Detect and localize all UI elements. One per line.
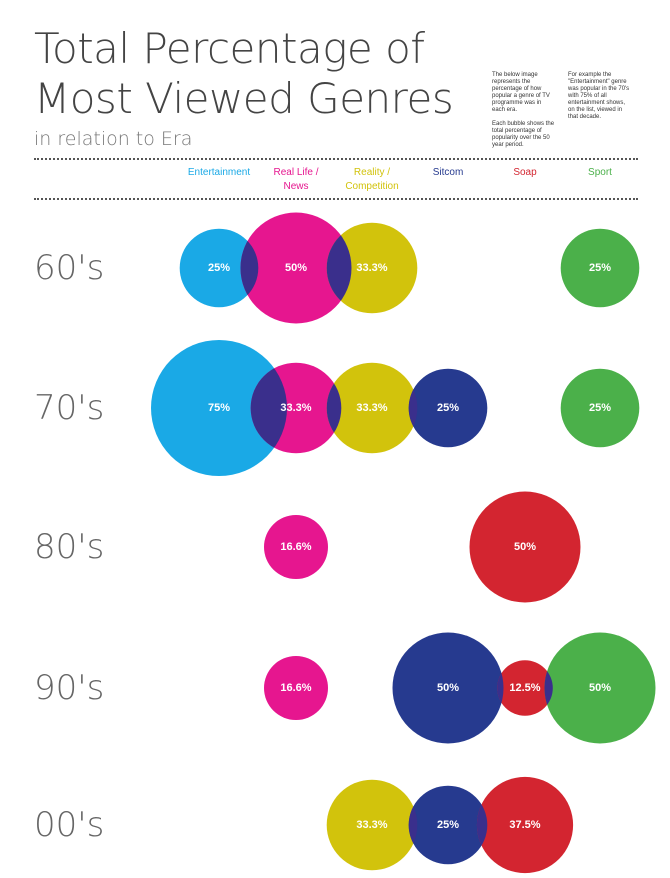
bubble-60-s-entertainment <box>179 228 259 308</box>
era-label-80-s: 80's <box>34 527 105 567</box>
bubble-label-90-s-real-life-news: 16.6% <box>280 682 311 694</box>
bubble-80-s-soap <box>469 491 581 603</box>
bubble-90-s-sitcom <box>392 632 504 744</box>
title-line-2: Most Viewed Genres <box>34 74 454 123</box>
chart-title: Total Percentage of Most Viewed Genres <box>34 24 454 124</box>
bubble-70-s-reality-competition <box>326 362 418 454</box>
title-line-1: Total Percentage of <box>34 24 425 73</box>
bubble-70-s-entertainment <box>151 340 287 476</box>
bubble-90-s-soap <box>497 660 553 716</box>
explanation-note: The below image represents the percentag… <box>492 72 556 156</box>
bubble-label-00-s-sitcom: 25% <box>437 819 459 831</box>
era-label-60-s: 60's <box>34 248 105 288</box>
bubble-label-70-s-reality-competition: 33.3% <box>356 402 387 414</box>
genre-label-entertainment: Entertainment <box>187 167 251 178</box>
bubble-60-s-real-life-news <box>240 212 352 324</box>
bubble-90-s-sport <box>544 632 656 744</box>
bubble-label-00-s-soap: 37.5% <box>509 819 540 831</box>
explanation-paragraph-2: Each bubble shows the total percentage o… <box>492 121 555 148</box>
bubble-label-60-s-real-life-news: 50% <box>285 262 307 274</box>
era-label-70-s: 70's <box>34 388 105 428</box>
bubble-label-70-s-real-life-news: 33.3% <box>280 402 311 414</box>
genre-label-sitcom: Sitcom <box>432 167 464 178</box>
bubble-label-90-s-soap: 12.5% <box>509 682 540 694</box>
bubble-label-90-s-sport: 50% <box>589 682 611 694</box>
bubble-60-s-sport <box>560 228 640 308</box>
bubble-00-s-soap <box>476 776 574 874</box>
bubble-label-60-s-sport: 25% <box>589 262 611 274</box>
bubble-70-s-sport <box>560 368 640 448</box>
bubble-label-90-s-sitcom: 50% <box>437 682 459 694</box>
bubble-00-s-reality-competition <box>326 779 418 871</box>
bottom-dotted-divider <box>34 198 638 200</box>
bubble-60-s-reality-competition <box>326 222 418 314</box>
bubble-label-80-s-soap: 50% <box>514 541 536 553</box>
bubble-label-60-s-entertainment: 25% <box>208 262 230 274</box>
genre-label-real-life-news: Real Life / News <box>273 167 319 192</box>
genre-label-reality-competition: Reality / Competition <box>345 167 399 192</box>
era-label-00-s: 00's <box>34 805 105 845</box>
explanation-paragraph-1: The below image represents the percentag… <box>492 72 550 113</box>
bubble-label-60-s-reality-competition: 33.3% <box>356 262 387 274</box>
genre-label-sport: Sport <box>588 167 612 178</box>
bubble-label-70-s-sitcom: 25% <box>437 402 459 414</box>
bubble-90-s-real-life-news <box>264 656 328 720</box>
bubble-label-70-s-entertainment: 75% <box>208 402 230 414</box>
bubble-00-s-sitcom <box>408 785 488 865</box>
bubble-80-s-real-life-news <box>264 515 328 579</box>
bubble-label-70-s-sport: 25% <box>589 402 611 414</box>
top-dotted-divider <box>34 158 638 160</box>
genre-label-soap: Soap <box>513 167 537 178</box>
era-label-90-s: 90's <box>34 668 105 708</box>
chart-subtitle: in relation to Era <box>34 128 193 150</box>
example-paragraph: For example the "Entertainment" genre wa… <box>568 72 630 120</box>
bubble-70-s-sitcom <box>408 368 488 448</box>
bubble-label-00-s-reality-competition: 33.3% <box>356 819 387 831</box>
bubble-overlap-70-s <box>250 362 287 454</box>
bubble-label-80-s-real-life-news: 16.6% <box>280 541 311 553</box>
example-note: For example the "Entertainment" genre wa… <box>568 72 632 128</box>
